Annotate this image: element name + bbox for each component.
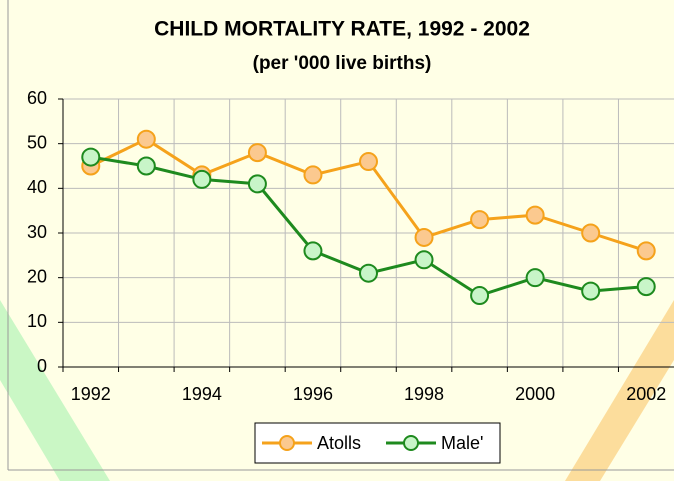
data-point xyxy=(582,225,599,242)
y-tick-label: 30 xyxy=(27,222,47,242)
legend-marker xyxy=(280,436,294,450)
y-tick-label: 50 xyxy=(27,132,47,152)
page: CHILD MORTALITY RATE, 1992 - 2002 (per '… xyxy=(0,0,674,481)
data-point xyxy=(360,153,377,170)
x-tick-label: 1996 xyxy=(293,384,333,404)
data-point xyxy=(249,144,266,161)
legend-label: Atolls xyxy=(317,433,361,453)
data-point xyxy=(304,166,321,183)
chart-title: CHILD MORTALITY RATE, 1992 - 2002 xyxy=(154,18,530,41)
data-point xyxy=(471,211,488,228)
chart-subtitle: (per '000 live births) xyxy=(253,53,432,74)
data-point xyxy=(249,175,266,192)
data-point xyxy=(304,242,321,259)
chart: CHILD MORTALITY RATE, 1992 - 2002 (per '… xyxy=(0,0,674,481)
data-point xyxy=(582,283,599,300)
data-point xyxy=(527,269,544,286)
data-point xyxy=(416,229,433,246)
y-tick-label: 0 xyxy=(37,356,47,376)
data-point xyxy=(193,171,210,188)
x-tick-label: 1998 xyxy=(404,384,444,404)
x-tick-label: 1994 xyxy=(182,384,222,404)
legend-label: Male' xyxy=(441,433,483,453)
y-tick-label: 60 xyxy=(27,88,47,108)
data-point xyxy=(638,242,655,259)
data-point xyxy=(471,287,488,304)
y-tick-label: 40 xyxy=(27,177,47,197)
data-point xyxy=(527,207,544,224)
data-point xyxy=(360,265,377,282)
y-tick-label: 10 xyxy=(27,311,47,331)
data-point xyxy=(638,278,655,295)
x-tick-label: 1992 xyxy=(71,384,111,404)
y-tick-label: 20 xyxy=(27,266,47,286)
data-point xyxy=(82,149,99,166)
legend-marker xyxy=(404,436,418,450)
x-tick-label: 2002 xyxy=(626,384,666,404)
data-point xyxy=(416,251,433,268)
data-point xyxy=(138,158,155,175)
x-tick-label: 2000 xyxy=(515,384,555,404)
data-point xyxy=(138,131,155,148)
